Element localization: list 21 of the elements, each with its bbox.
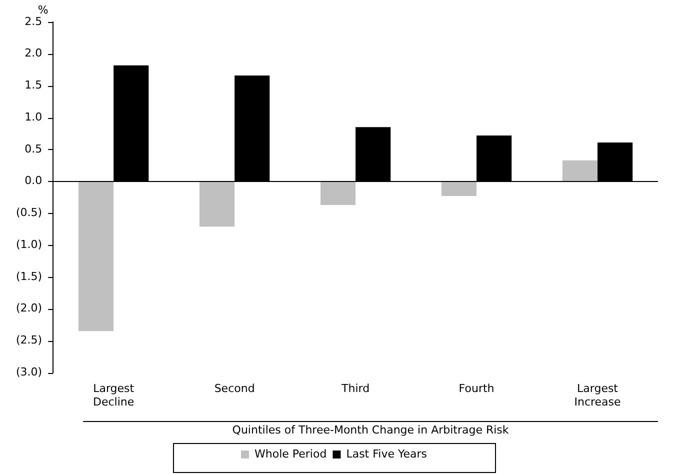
y-tick-label: 1.5 xyxy=(24,78,42,92)
x-tick-label: Largest Increase xyxy=(574,382,622,408)
y-tick-label: (3.0) xyxy=(16,365,42,378)
y-tick-label: 2.5 xyxy=(24,14,42,28)
y-tick-label: 0.5 xyxy=(24,142,42,156)
x-tick-label: Largest Decline xyxy=(93,382,135,408)
y-tick-label: (2.0) xyxy=(16,302,42,315)
y-tick-label: (0.5) xyxy=(16,206,42,220)
y-axis-title: % xyxy=(38,3,48,16)
y-tick-label: 0.0 xyxy=(24,174,42,188)
x-axis-title: Quintiles of Three-Month Change in Arbitrage Risk xyxy=(232,423,510,436)
x-tick-label: Fourth xyxy=(458,382,494,396)
legend-label: Whole Period xyxy=(254,447,327,460)
y-tick-label: (1.0) xyxy=(16,238,42,251)
y-tick-label: (2.5) xyxy=(16,334,42,347)
x-tick-label: Second xyxy=(214,382,255,396)
y-tick-label: (1.5) xyxy=(16,270,42,283)
y-tick-label: 2.0 xyxy=(24,46,42,60)
y-tick-label: 1.0 xyxy=(24,110,42,124)
legend-label: Last Five Years xyxy=(346,447,428,460)
x-tick-label: Third xyxy=(340,382,370,396)
